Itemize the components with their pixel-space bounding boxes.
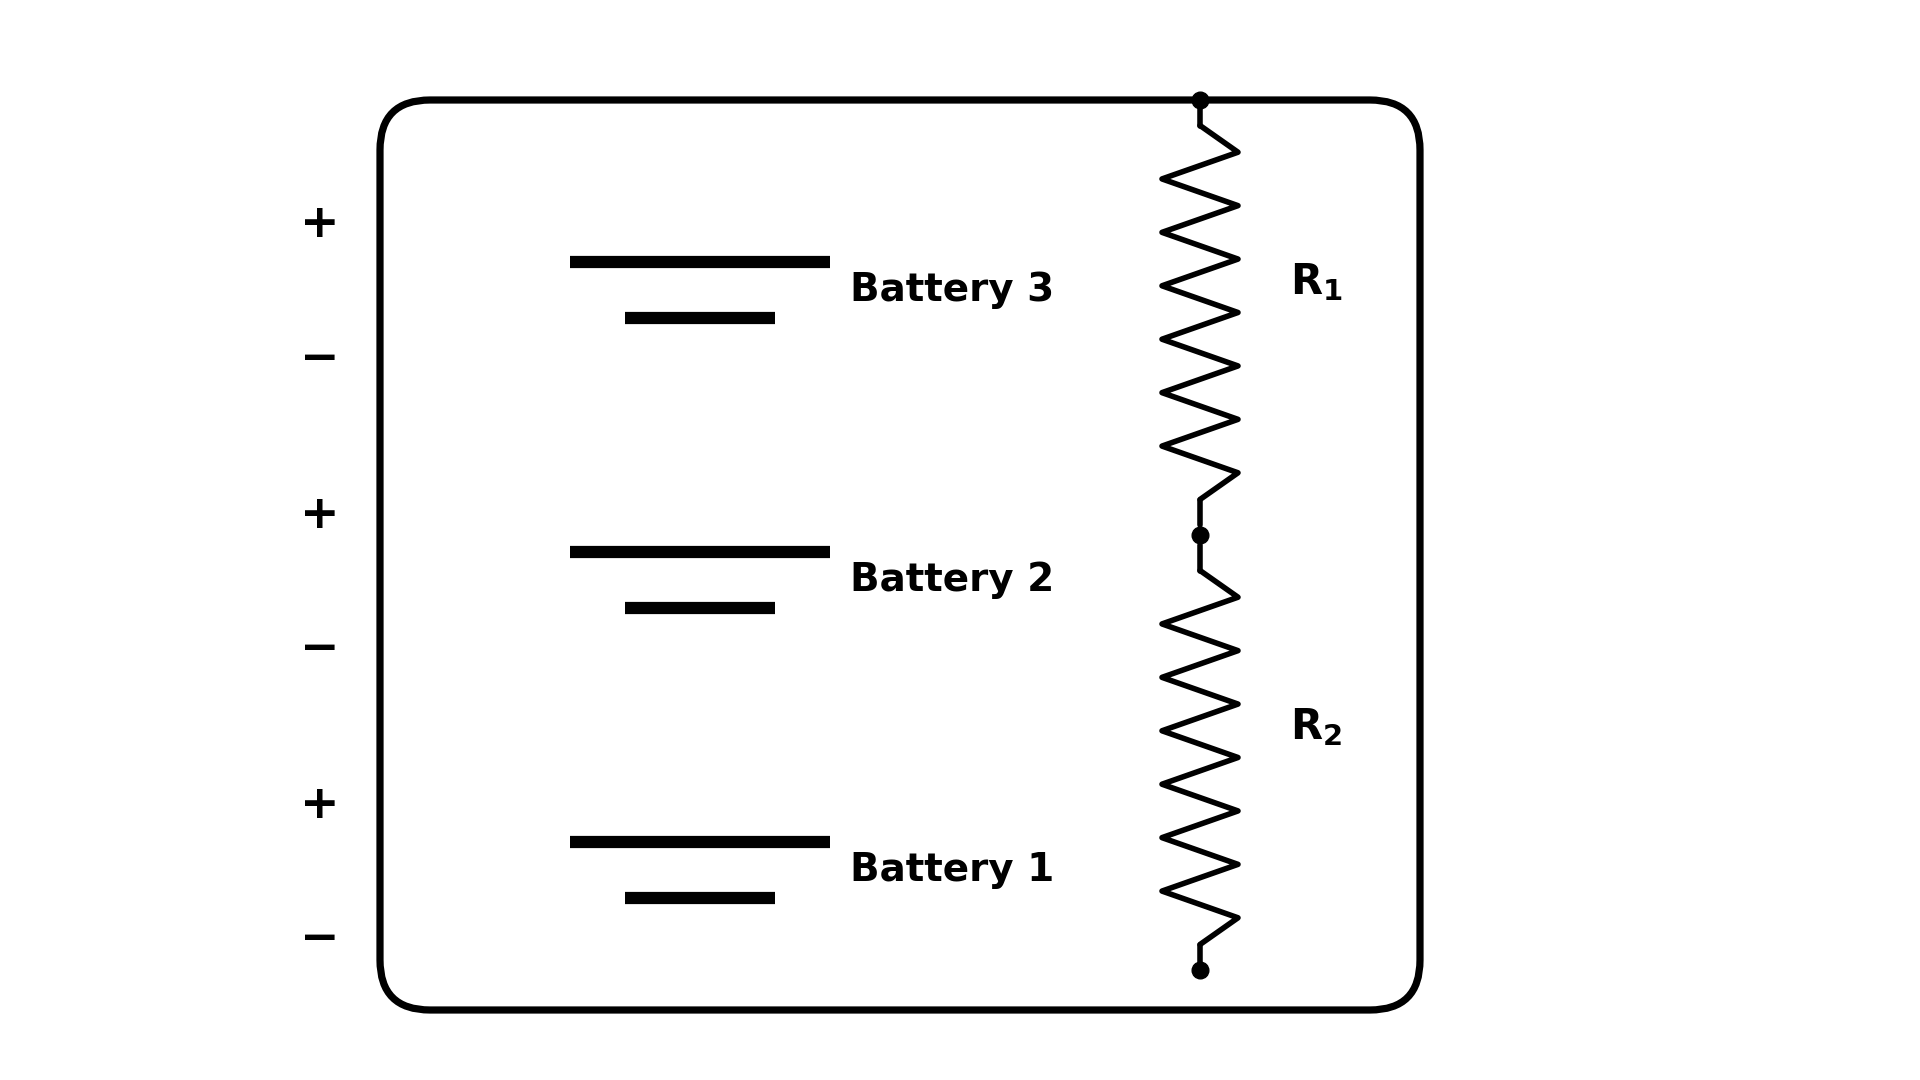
Text: +: +	[300, 492, 340, 538]
Text: Battery 3: Battery 3	[851, 271, 1054, 309]
Text: −: −	[300, 918, 340, 962]
Text: +: +	[300, 202, 340, 247]
Text: $\mathbf{R_{2}}$: $\mathbf{R_{2}}$	[1290, 706, 1342, 748]
Text: Battery 2: Battery 2	[851, 561, 1054, 599]
Text: −: −	[300, 337, 340, 382]
Text: $\mathbf{R_{1}}$: $\mathbf{R_{1}}$	[1290, 261, 1342, 303]
Text: +: +	[300, 783, 340, 827]
Text: −: −	[300, 627, 340, 673]
Text: Battery 1: Battery 1	[851, 851, 1054, 889]
